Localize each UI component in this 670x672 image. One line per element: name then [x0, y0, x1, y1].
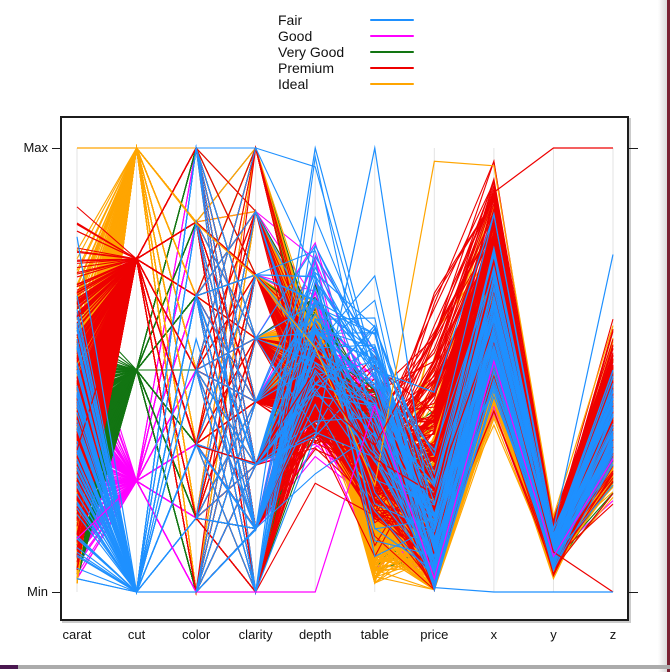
plot-frame	[60, 116, 629, 621]
window-right-edge	[667, 0, 670, 672]
legend-item-very-good: Very Good	[278, 44, 414, 60]
axis-label-z: z	[609, 627, 617, 642]
axis-label-clarity: clarity	[238, 627, 273, 642]
left-min-tick	[52, 592, 61, 593]
axis-label-depth: depth	[298, 627, 332, 642]
legend-item-good: Good	[278, 28, 414, 44]
legend-item-ideal: Ideal	[278, 76, 414, 92]
legend-label: Very Good	[278, 44, 345, 60]
axis-label-y: y	[550, 627, 557, 642]
axis-label-color: color	[182, 627, 211, 642]
window-right-shade	[658, 0, 667, 672]
axis-labels-row: carat cut color clarity depth table pric…	[0, 627, 670, 645]
left-max-tick	[52, 148, 61, 149]
legend-line-swatch	[370, 83, 414, 85]
right-min-tick	[629, 592, 638, 593]
axis-label-carat: carat	[62, 627, 92, 642]
min-scale-label: Min	[27, 584, 48, 599]
legend-label: Premium	[278, 60, 335, 76]
legend-line-swatch	[370, 35, 414, 37]
legend-line-swatch	[370, 19, 414, 21]
legend-line-swatch	[370, 51, 414, 53]
axis-label-x: x	[490, 627, 498, 642]
axis-label-cut: cut	[127, 627, 146, 642]
bottom-scrollbar-thumb[interactable]	[0, 665, 18, 669]
max-scale-label: Max	[23, 140, 48, 155]
legend: Fair Good Very Good Premium Ideal	[278, 12, 414, 92]
axis-label-table: table	[360, 627, 389, 642]
axis-label-price: price	[420, 627, 449, 642]
legend-item-fair: Fair	[278, 12, 414, 28]
legend-label: Fair	[278, 12, 303, 28]
legend-item-premium: Premium	[278, 60, 414, 76]
legend-label: Ideal	[278, 76, 309, 92]
legend-label: Good	[278, 28, 313, 44]
legend-line-swatch	[370, 67, 414, 69]
right-max-tick	[629, 148, 638, 149]
bottom-scrollbar-track[interactable]	[18, 665, 670, 669]
